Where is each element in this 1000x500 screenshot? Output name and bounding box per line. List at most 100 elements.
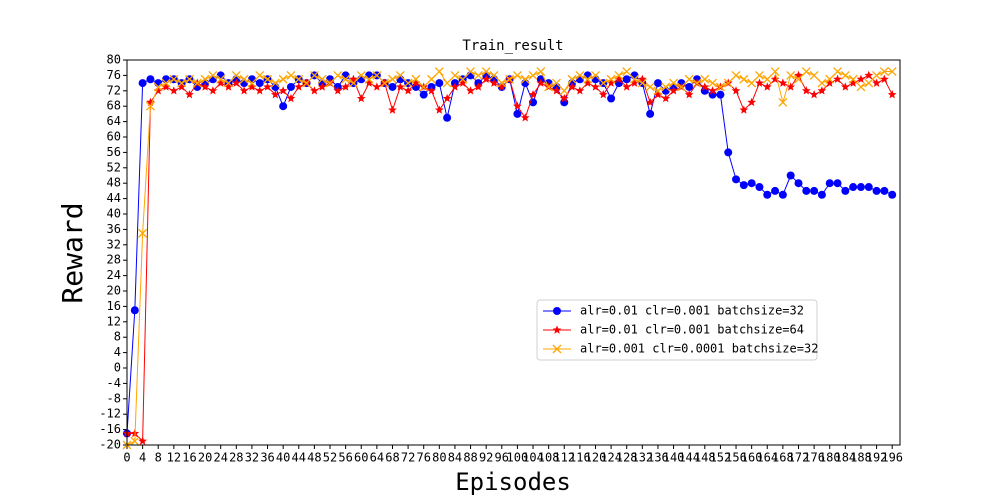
y-tick-label: 52 (107, 160, 121, 174)
marker (567, 74, 577, 84)
marker (700, 74, 710, 84)
legend-box (536, 299, 818, 361)
marker (762, 74, 772, 84)
marker (216, 74, 226, 84)
marker (598, 78, 608, 88)
marker (856, 74, 866, 83)
x-tick-label: 196 (881, 451, 903, 465)
marker (130, 306, 139, 315)
x-tick-label: 16 (182, 451, 196, 465)
marker (864, 183, 873, 192)
y-tick-label: -4 (107, 376, 121, 390)
marker (747, 179, 756, 188)
y-tick-label: 12 (107, 314, 121, 328)
marker (661, 93, 671, 103)
marker (591, 70, 600, 80)
marker (372, 82, 382, 91)
marker (263, 82, 272, 91)
marker (872, 186, 881, 195)
x-tick-label: 136 (647, 451, 669, 465)
y-tick-label: 64 (107, 114, 121, 128)
y-tick-label: 56 (107, 145, 121, 159)
marker (833, 179, 842, 188)
marker (817, 78, 827, 88)
x-tick-label: 140 (663, 451, 685, 465)
marker (653, 90, 663, 99)
marker (185, 90, 194, 99)
marker (138, 79, 147, 88)
marker (528, 70, 538, 80)
marker (856, 82, 866, 92)
x-tick-label: 168 (772, 451, 794, 465)
marker (278, 74, 288, 84)
marker (403, 86, 413, 95)
y-tick-label: -8 (107, 391, 121, 405)
marker (583, 74, 593, 84)
x-tick-label: 48 (307, 451, 321, 465)
marker (731, 86, 741, 95)
y-tick-label: 44 (107, 191, 121, 205)
marker (731, 70, 741, 80)
marker (130, 436, 140, 446)
marker (630, 74, 639, 84)
marker (856, 183, 865, 192)
x-axis-label: Episodes (455, 468, 571, 496)
y-tick-label: 60 (107, 130, 121, 144)
marker (349, 74, 358, 83)
marker (583, 78, 593, 87)
marker (255, 86, 265, 95)
y-tick-label: 20 (107, 284, 121, 298)
legend-label: alr=0.01 clr=0.001 batchsize=32 (580, 304, 804, 318)
marker (825, 74, 835, 84)
marker (536, 78, 546, 87)
y-tick-label: 40 (107, 207, 121, 221)
marker (348, 78, 358, 88)
marker (395, 82, 405, 91)
marker (786, 171, 795, 180)
marker (161, 82, 171, 91)
marker (708, 86, 717, 95)
legend-label: alr=0.01 clr=0.001 batchsize=64 (580, 323, 804, 337)
x-tick-label: 44 (292, 451, 306, 465)
marker (247, 82, 257, 91)
x-tick-label: 72 (401, 451, 415, 465)
marker (778, 78, 788, 87)
marker (840, 70, 850, 80)
x-tick-label: 172 (788, 451, 810, 465)
marker (411, 78, 421, 87)
marker (724, 148, 733, 157)
marker (747, 97, 757, 107)
marker (817, 190, 826, 199)
marker (294, 74, 304, 84)
marker (419, 90, 428, 99)
marker (700, 82, 710, 91)
x-tick-label: 160 (741, 451, 763, 465)
marker (778, 97, 788, 107)
marker (723, 78, 733, 88)
marker (341, 74, 351, 84)
x-tick-label: 164 (756, 451, 778, 465)
marker (622, 82, 632, 91)
marker (770, 67, 780, 77)
marker (294, 82, 304, 91)
x-tick-label: 80 (432, 451, 446, 465)
marker (754, 70, 764, 80)
x-tick-label: 132 (631, 451, 653, 465)
marker (825, 78, 835, 87)
y-tick-label: -20 (99, 438, 121, 452)
y-tick-label: 48 (107, 176, 121, 190)
chart-title: Train_result (462, 38, 563, 54)
marker (872, 70, 882, 80)
marker (388, 74, 397, 84)
marker (341, 82, 350, 91)
y-tick-label: 4 (114, 345, 121, 359)
marker (888, 190, 897, 199)
marker (333, 70, 343, 80)
x-tick-label: 152 (710, 451, 732, 465)
marker (794, 74, 803, 84)
x-tick-label: 12 (167, 451, 181, 465)
marker (286, 93, 296, 103)
marker (450, 82, 460, 91)
marker (872, 78, 881, 87)
marker (669, 86, 678, 95)
